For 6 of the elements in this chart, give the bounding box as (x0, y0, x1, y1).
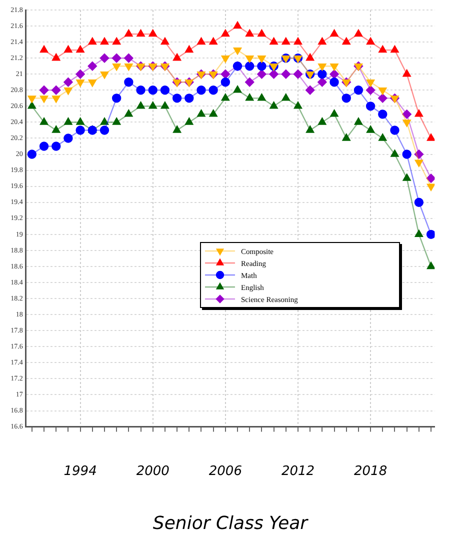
x-tick-label: 2000 (136, 464, 170, 479)
x-tick-label: 2018 (354, 464, 388, 479)
x-axis-title: Senior Class Year (152, 512, 310, 534)
x-tick-label: 1994 (64, 464, 97, 479)
x-tick-label: 2006 (208, 464, 242, 479)
x-tick-label: 2012 (281, 464, 315, 479)
